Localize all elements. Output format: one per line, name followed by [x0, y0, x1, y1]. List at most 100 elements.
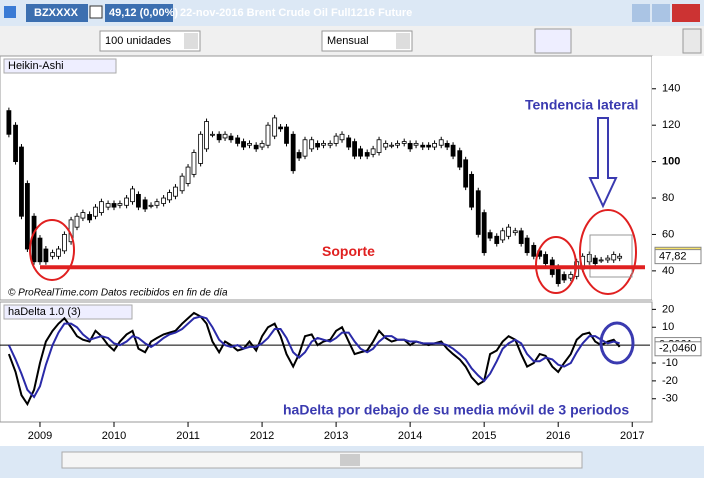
quote: 49,12 (0,00%) [109, 7, 178, 19]
candle [99, 201, 104, 213]
x-tick-label: 2015 [472, 430, 496, 442]
side-button[interactable] [682, 28, 702, 54]
y-tick-label: 40 [662, 265, 674, 277]
candle [216, 133, 222, 141]
candle [278, 126, 283, 130]
panel-header [3, 304, 133, 320]
candle [487, 232, 493, 239]
candle [315, 143, 320, 148]
candle [290, 133, 296, 172]
scrollbar[interactable] [61, 451, 583, 469]
period: Mensual [327, 35, 369, 47]
candle [420, 144, 426, 148]
price-marker [654, 249, 702, 265]
candle [376, 139, 382, 153]
annotation: haDelta por debajo de su media móvil de … [283, 402, 629, 418]
candle [161, 197, 167, 204]
candle [228, 135, 234, 141]
candle [148, 204, 154, 207]
candle [370, 148, 376, 155]
quantity: 100 unidades [105, 35, 172, 47]
annotation: Tendencia lateral [525, 97, 638, 113]
annotations: Tendencia lateral haDelta por debajo de … [29, 97, 638, 418]
min-button[interactable] [632, 4, 650, 22]
candle [62, 234, 67, 252]
candle [561, 274, 567, 281]
candle [284, 126, 289, 144]
x-tick-label: 2014 [398, 430, 422, 442]
candle [518, 230, 524, 244]
candle [259, 143, 265, 148]
candle [241, 141, 246, 148]
x-tick-label: 2013 [324, 430, 348, 442]
candle [247, 143, 252, 146]
candle [432, 143, 437, 148]
candle [475, 190, 481, 235]
circle [29, 219, 75, 281]
source: © ProRealTime.com Datos recibidos en fin… [8, 288, 228, 299]
candle [383, 143, 389, 148]
candle [235, 137, 241, 144]
candle [346, 137, 352, 148]
y-tick-label: 100 [662, 156, 680, 168]
x-tick-label: 2011 [176, 430, 200, 442]
indicator-panel [0, 301, 653, 423]
dropdown-arrow[interactable] [184, 33, 198, 49]
candle [506, 226, 511, 237]
candle [568, 274, 574, 279]
symbol[interactable]: BZXXXX [34, 7, 79, 19]
candle [272, 117, 278, 137]
candle [592, 257, 598, 264]
candle [395, 143, 400, 146]
candle [191, 152, 197, 175]
chart-type-button[interactable] [534, 28, 572, 54]
candle [333, 135, 339, 144]
candle [124, 197, 129, 206]
y-tick-label: -10 [662, 357, 678, 369]
circle [579, 209, 637, 295]
info-icon[interactable] [89, 5, 103, 19]
candle [444, 143, 450, 148]
y-tick-label: -20 [662, 375, 678, 387]
max-button[interactable] [652, 4, 670, 22]
y-tick-label: 60 [662, 228, 674, 240]
quote-box [105, 4, 173, 22]
candle [358, 148, 363, 157]
price-marker-label: -2,0460 [659, 343, 696, 355]
candle [173, 186, 178, 197]
candle [401, 141, 407, 144]
period-dropdown[interactable] [321, 30, 413, 52]
x-tick-label: 2016 [546, 430, 570, 442]
candle [555, 266, 561, 285]
candle [154, 201, 160, 206]
candle [500, 230, 506, 241]
dropdown-arrow[interactable] [396, 33, 410, 49]
candle [87, 214, 92, 221]
quantity-dropdown[interactable] [99, 30, 201, 52]
x-tick-label: 2009 [28, 430, 52, 442]
candle [413, 143, 419, 146]
candle [296, 152, 302, 159]
y-tick-label: 120 [662, 119, 680, 131]
candle [222, 133, 228, 139]
candle [13, 124, 18, 163]
scroll-thumb[interactable] [340, 454, 360, 466]
candle [43, 248, 49, 263]
panel-title: haDelta 1.0 (3) [8, 306, 81, 318]
price-marker [654, 341, 702, 357]
circle [599, 321, 635, 365]
menu-icon[interactable] [4, 6, 16, 18]
support-label: Soporte [322, 243, 375, 259]
candle [450, 144, 456, 157]
candle [389, 144, 395, 147]
candle [352, 141, 358, 157]
candle [117, 203, 123, 206]
candle [142, 199, 148, 210]
close-button[interactable] [672, 4, 700, 22]
candle [339, 133, 345, 141]
candle [586, 254, 592, 263]
candle [512, 230, 518, 234]
candle [185, 166, 191, 184]
symbol-box [26, 4, 88, 22]
